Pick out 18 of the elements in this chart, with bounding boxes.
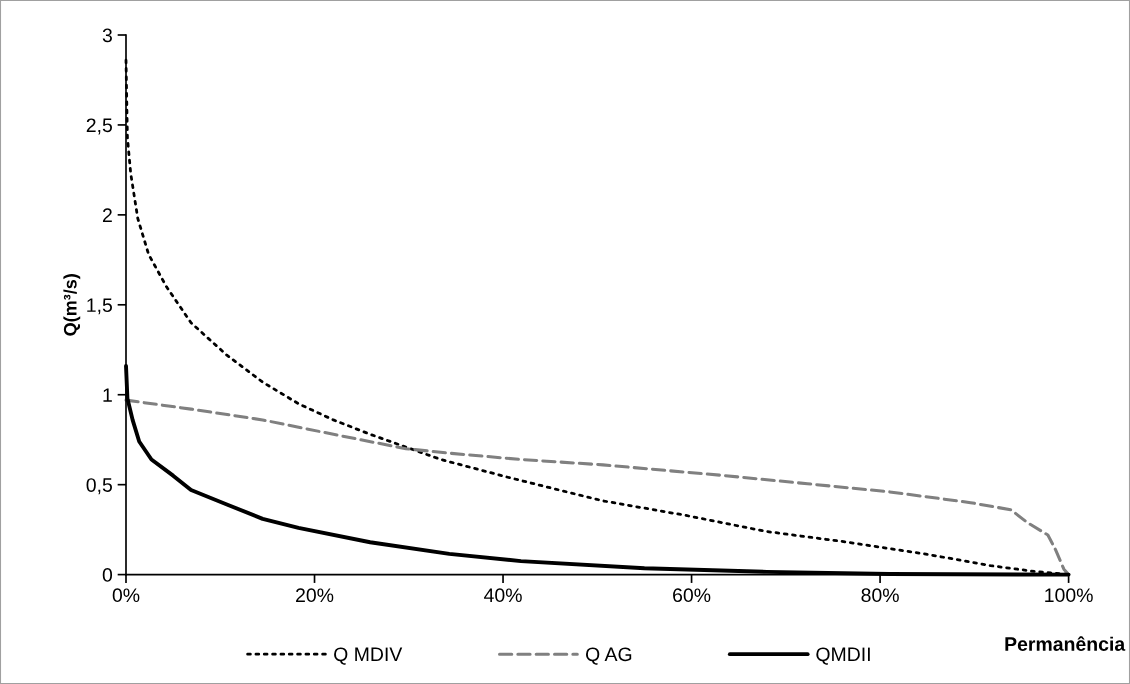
y-tick-label: 2,5 bbox=[86, 118, 112, 135]
legend-label: Q AG bbox=[586, 647, 632, 665]
y-tick-label: 1,5 bbox=[87, 298, 112, 315]
x-tick-label: 40% bbox=[484, 588, 522, 603]
x-tick-label: 80% bbox=[861, 588, 899, 603]
x-tick-label: 0% bbox=[112, 588, 140, 603]
legend-label: QMDII bbox=[816, 647, 870, 665]
x-tick-label: 100% bbox=[1045, 588, 1093, 603]
y-tick-label: 1 bbox=[103, 388, 112, 402]
y-tick-label: 0 bbox=[102, 568, 113, 582]
y-axis-title: Q(m³/s) bbox=[63, 274, 81, 336]
y-tick-label: 3 bbox=[102, 28, 112, 43]
legend-label: Q MDIV bbox=[334, 647, 403, 665]
x-tick-label: 20% bbox=[296, 588, 334, 603]
y-tick-label: 2 bbox=[102, 208, 112, 222]
x-tick-label: 60% bbox=[673, 588, 711, 603]
y-tick-label: 0,5 bbox=[86, 478, 112, 495]
x-axis-title: Permanência bbox=[1005, 636, 1126, 651]
